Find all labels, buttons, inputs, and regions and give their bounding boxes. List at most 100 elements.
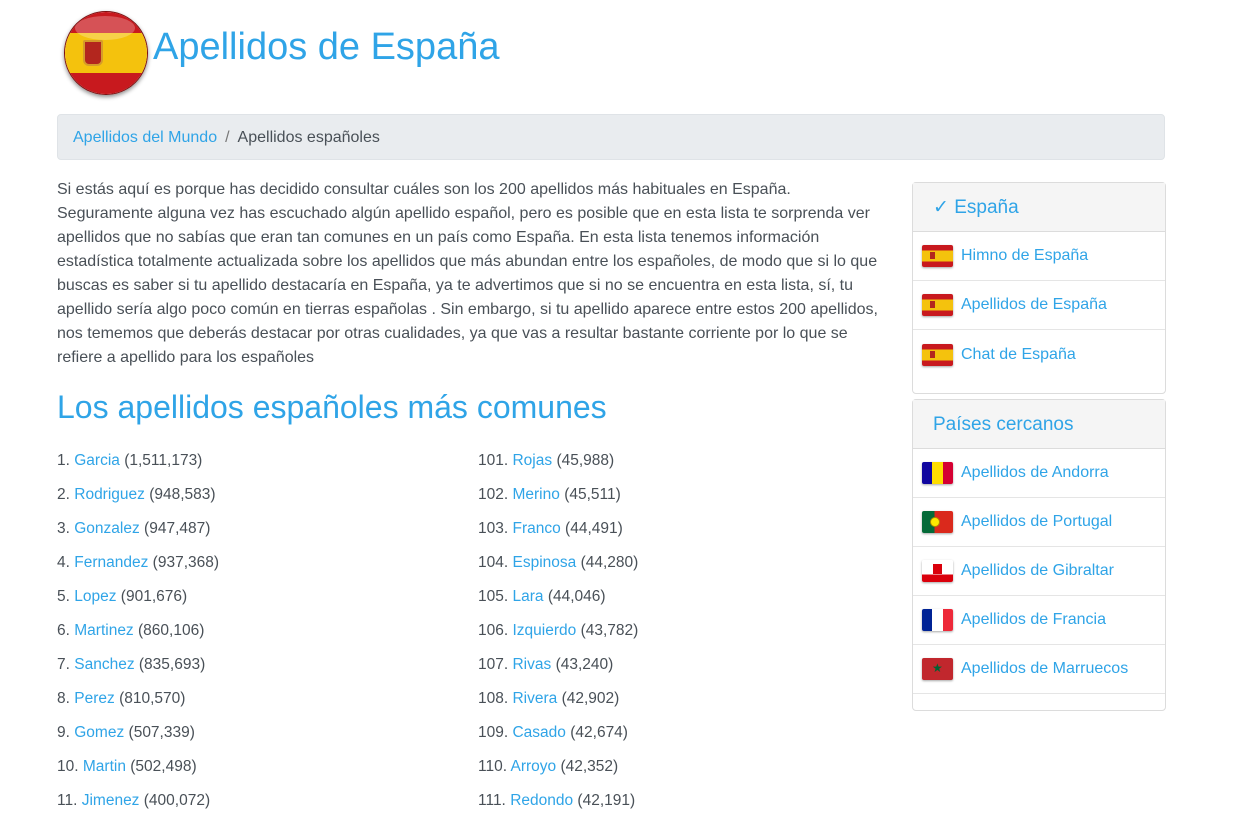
rank: 106. (478, 622, 509, 639)
surname-link[interactable]: Rodriguez (74, 486, 145, 503)
rank: 109. (478, 724, 509, 741)
count: (860,106) (138, 622, 205, 639)
sidebar-item-francia[interactable]: Apellidos de Francia (913, 596, 1165, 645)
surname-link[interactable]: Fernandez (74, 554, 149, 571)
count: (1,511,173) (124, 452, 203, 469)
spain-flag-icon (922, 294, 953, 316)
sidebar-item-chat[interactable]: Chat de España (913, 330, 1165, 379)
count: (45,511) (564, 486, 621, 503)
sidebar-item-label[interactable]: Apellidos de Marruecos (961, 660, 1129, 677)
list-item: 107. Rivas (43,240) (478, 653, 638, 687)
surname-link[interactable]: Gonzalez (74, 520, 140, 537)
sidebar-item-label[interactable]: Apellidos de Andorra (961, 464, 1109, 481)
surname-link[interactable]: Martinez (74, 622, 134, 639)
rank: 5. (57, 588, 70, 605)
list-item: 103. Franco (44,491) (478, 517, 638, 551)
sidebar-item-label[interactable]: Chat de España (961, 345, 1076, 363)
surname-link[interactable]: Garcia (74, 452, 120, 469)
rank: 11. (57, 792, 78, 809)
surname-link[interactable]: Perez (74, 690, 115, 707)
surname-link[interactable]: Rojas (512, 452, 553, 469)
sidebar-item-portugal[interactable]: Apellidos de Portugal (913, 498, 1165, 547)
list-item: 7. Sanchez (835,693) (57, 653, 219, 687)
count: (507,339) (128, 724, 195, 741)
rank: 111. (478, 792, 506, 809)
rank: 9. (57, 724, 70, 741)
surname-link[interactable]: Sanchez (74, 656, 135, 673)
rank: 10. (57, 758, 79, 775)
list-item: 5. Lopez (901,676) (57, 585, 219, 619)
sidebar-item-apellidos[interactable]: Apellidos de España (913, 281, 1165, 330)
rank: 8. (57, 690, 70, 707)
count: (43,240) (555, 656, 614, 673)
surname-list-right: 101. Rojas (45,988) 102. Merino (45,511)… (478, 449, 638, 823)
intro-paragraph: Si estás aquí es porque has decidido con… (57, 181, 878, 366)
rank: 6. (57, 622, 70, 639)
site-title[interactable]: Apellidos de España (153, 26, 500, 68)
list-item: 109. Casado (42,674) (478, 721, 638, 755)
count: (43,782) (580, 622, 639, 639)
list-item: 2. Rodriguez (948,583) (57, 483, 219, 517)
sidebar-item-marruecos[interactable]: Apellidos de Marruecos (913, 645, 1165, 694)
rank: 102. (478, 486, 509, 503)
rank: 101. (478, 452, 509, 469)
rank: 104. (478, 554, 509, 571)
rank: 110. (478, 758, 508, 775)
list-item: 3. Gonzalez (947,487) (57, 517, 219, 551)
count: (44,491) (565, 520, 623, 537)
surname-list-left: 1. Garcia (1,511,173) 2. Rodriguez (948,… (57, 449, 219, 823)
sidebar-item-label[interactable]: Apellidos de Gibraltar (961, 562, 1114, 579)
surname-link[interactable]: Izquierdo (512, 622, 577, 639)
surname-link[interactable]: Martin (82, 758, 126, 775)
sidebar-item-andorra[interactable]: Apellidos de Andorra (913, 449, 1165, 498)
surname-link[interactable]: Jimenez (81, 792, 140, 809)
surname-link[interactable]: Espinosa (512, 554, 577, 571)
breadcrumb-separator: / (225, 129, 230, 146)
list-item: 101. Rojas (45,988) (478, 449, 638, 483)
count: (901,676) (120, 588, 188, 605)
country-panel-title: ✓ España (913, 183, 1165, 232)
rank: 103. (478, 520, 509, 537)
list-item: 106. Izquierdo (43,782) (478, 619, 638, 653)
portugal-flag-icon (922, 511, 953, 533)
surname-link[interactable]: Franco (512, 520, 561, 537)
surname-link[interactable]: Rivera (512, 690, 558, 707)
surname-link[interactable]: Lopez (74, 588, 117, 605)
breadcrumb-home-link[interactable]: Apellidos del Mundo (73, 129, 218, 146)
count: (44,046) (547, 588, 606, 605)
gibraltar-flag-icon (922, 560, 953, 582)
surname-link[interactable]: Redondo (510, 792, 574, 809)
sidebar-item-label[interactable]: Apellidos de Portugal (961, 513, 1113, 530)
count: (42,902) (561, 690, 620, 707)
count: (502,498) (130, 758, 197, 775)
count: (42,191) (577, 792, 636, 809)
spain-flag-logo[interactable] (64, 11, 148, 95)
list-item: 9. Gomez (507,339) (57, 721, 219, 755)
surname-link[interactable]: Arroyo (510, 758, 557, 775)
rank: 107. (478, 656, 509, 673)
rank: 7. (57, 656, 70, 673)
count: (835,693) (138, 656, 206, 673)
rank: 4. (57, 554, 70, 571)
surname-link[interactable]: Gomez (74, 724, 125, 741)
section-title: Los apellidos españoles más comunes (57, 389, 607, 425)
count: (44,280) (580, 554, 639, 571)
sidebar-item-label[interactable]: Himno de España (961, 247, 1089, 264)
count: (937,368) (152, 554, 220, 571)
list-item: 111. Redondo (42,191) (478, 789, 638, 823)
sidebar-item-gibraltar[interactable]: Apellidos de Gibraltar (913, 547, 1165, 596)
count: (45,988) (556, 452, 615, 469)
surname-link[interactable]: Merino (512, 486, 560, 503)
spain-flag-icon (922, 343, 953, 366)
sidebar-item-label[interactable]: Apellidos de España (961, 296, 1107, 313)
sidebar-item-label[interactable]: Apellidos de Francia (961, 611, 1106, 628)
sidebar-item-himno[interactable]: Himno de España (913, 232, 1165, 281)
surname-link[interactable]: Lara (512, 588, 544, 605)
list-item: 108. Rivera (42,902) (478, 687, 638, 721)
list-item: 102. Merino (45,511) (478, 483, 638, 517)
list-item: 6. Martinez (860,106) (57, 619, 219, 653)
france-flag-icon (922, 609, 953, 631)
surname-link[interactable]: Rivas (512, 656, 552, 673)
surname-link[interactable]: Casado (512, 724, 566, 741)
count: (42,352) (560, 758, 619, 775)
